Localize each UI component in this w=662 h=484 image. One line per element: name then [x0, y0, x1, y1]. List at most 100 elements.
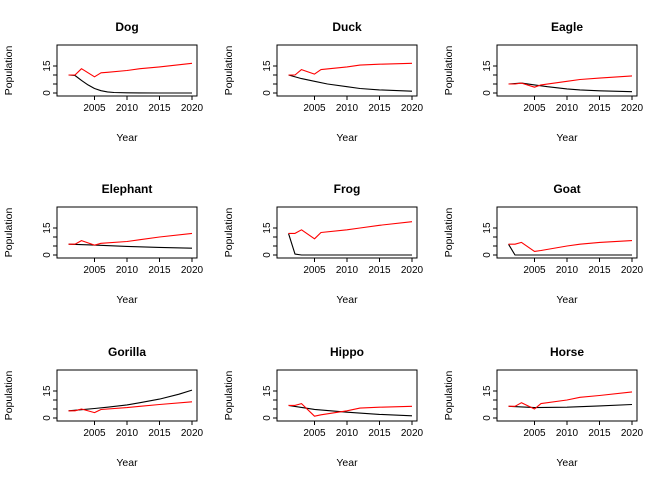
y-axis-label: Population — [3, 371, 15, 421]
panel-eagle: Eagle 2005 2010 2015 2020 0 15 Year Population — [443, 20, 644, 144]
x-axis-label: Year — [116, 457, 138, 469]
plot-frame — [496, 206, 638, 259]
x-axis-label: Year — [116, 294, 138, 306]
plot-frame — [496, 369, 638, 422]
panel-title: Gorilla — [108, 345, 146, 359]
x-tick-label: 2010 — [336, 265, 359, 276]
y-axis-label: Population — [223, 46, 235, 96]
x-tick-label: 2020 — [181, 428, 204, 439]
x-tick-label: 2015 — [148, 103, 171, 114]
x-axis-label: Year — [556, 457, 578, 469]
panel-title: Horse — [550, 345, 584, 359]
x-axis-label: Year — [336, 294, 358, 306]
panel-elephant: Elephant 2005 2010 2015 2020 0 15 Year Populatio… — [3, 182, 204, 306]
y-tick-label: 15 — [42, 60, 53, 72]
panel-horse: Horse 2005 2010 2015 2020 0 15 Year Population — [443, 345, 644, 469]
red-series-line — [68, 62, 193, 78]
plot-frame — [276, 44, 418, 97]
y-tick-label: 0 — [262, 90, 273, 96]
x-tick-label: 2015 — [588, 265, 611, 276]
panel-gorilla: Gorilla 2005 2010 2015 2020 0 15 Year Population — [3, 345, 204, 469]
x-tick-label: 2010 — [116, 428, 139, 439]
panel-goat: Goat 2005 2010 2015 2020 0 15 Year Population — [443, 182, 644, 306]
x-tick-label: 2010 — [556, 428, 579, 439]
y-tick-label: 0 — [482, 90, 493, 96]
y-tick-label: 15 — [262, 60, 273, 72]
black-series-line — [508, 243, 632, 256]
x-tick-label: 2015 — [588, 428, 611, 439]
y-axis-label: Population — [223, 371, 235, 421]
y-tick-label: 0 — [482, 415, 493, 421]
x-tick-label: 2010 — [556, 103, 579, 114]
x-tick-label: 2010 — [336, 103, 359, 114]
black-series-line — [68, 74, 192, 94]
y-axis-label: Population — [443, 371, 455, 421]
x-tick-label: 2020 — [401, 265, 424, 276]
x-tick-label: 2005 — [303, 428, 326, 439]
panel-dog: Dog 2005 2010 2015 2020 0 15 Year Population — [3, 20, 204, 144]
y-axis-label: Population — [443, 46, 455, 96]
y-tick-label: 15 — [42, 385, 53, 397]
panel-title: Hippo — [330, 345, 364, 359]
panel-title: Frog — [334, 182, 361, 196]
plot-frame — [276, 206, 418, 259]
y-tick-label: 0 — [262, 415, 273, 421]
y-tick-label: 0 — [482, 252, 493, 258]
x-tick-label: 2020 — [401, 428, 424, 439]
x-tick-label: 2020 — [621, 265, 644, 276]
red-series-line — [68, 232, 193, 246]
panel-hippo: Hippo 2005 2010 2015 2020 0 15 Year Population — [223, 345, 424, 469]
x-tick-label: 2005 — [303, 265, 326, 276]
x-tick-label: 2015 — [368, 103, 391, 114]
y-tick-label: 0 — [42, 252, 53, 258]
x-axis-label: Year — [116, 132, 138, 144]
y-tick-label: 15 — [262, 222, 273, 234]
black-series-line — [288, 74, 413, 92]
x-tick-label: 2005 — [83, 103, 106, 114]
y-tick-label: 15 — [482, 385, 493, 397]
x-tick-label: 2020 — [401, 103, 424, 114]
x-tick-label: 2020 — [181, 103, 204, 114]
red-series-line — [288, 221, 413, 240]
x-tick-label: 2010 — [116, 103, 139, 114]
x-tick-label: 2005 — [83, 428, 106, 439]
x-tick-label: 2020 — [621, 103, 644, 114]
x-tick-label: 2005 — [523, 265, 546, 276]
plot-frame — [276, 369, 418, 422]
x-tick-label: 2005 — [83, 265, 106, 276]
x-tick-label: 2020 — [181, 265, 204, 276]
y-axis-label: Population — [3, 208, 15, 258]
x-tick-label: 2020 — [621, 428, 644, 439]
panel-title: Eagle — [551, 20, 583, 34]
red-series-line — [288, 403, 413, 417]
y-tick-label: 15 — [42, 222, 53, 234]
black-series-line — [68, 389, 193, 412]
y-tick-label: 15 — [262, 385, 273, 397]
x-tick-label: 2005 — [523, 103, 546, 114]
panel-title: Dog — [115, 20, 138, 34]
y-tick-label: 15 — [482, 222, 493, 234]
black-series-line — [508, 403, 633, 409]
red-series-line — [508, 240, 633, 252]
y-tick-label: 0 — [262, 252, 273, 258]
panel-frog: Frog 2005 2010 2015 2020 0 15 Year Population — [223, 182, 424, 306]
red-series-line — [68, 401, 193, 414]
x-tick-label: 2015 — [368, 265, 391, 276]
panel-duck: Duck 2005 2010 2015 2020 0 15 Year Population — [223, 20, 424, 144]
x-tick-label: 2005 — [303, 103, 326, 114]
x-tick-label: 2010 — [116, 265, 139, 276]
black-series-line — [68, 243, 193, 249]
y-axis-label: Population — [3, 46, 15, 96]
red-series-line — [288, 62, 413, 76]
x-axis-label: Year — [336, 457, 358, 469]
panel-title: Duck — [332, 20, 362, 34]
x-tick-label: 2010 — [556, 265, 579, 276]
y-tick-label: 15 — [482, 60, 493, 72]
x-tick-label: 2010 — [336, 428, 359, 439]
y-tick-label: 0 — [42, 415, 53, 421]
x-tick-label: 2015 — [588, 103, 611, 114]
x-axis-label: Year — [336, 132, 358, 144]
x-tick-label: 2015 — [368, 428, 391, 439]
x-axis-label: Year — [556, 132, 578, 144]
